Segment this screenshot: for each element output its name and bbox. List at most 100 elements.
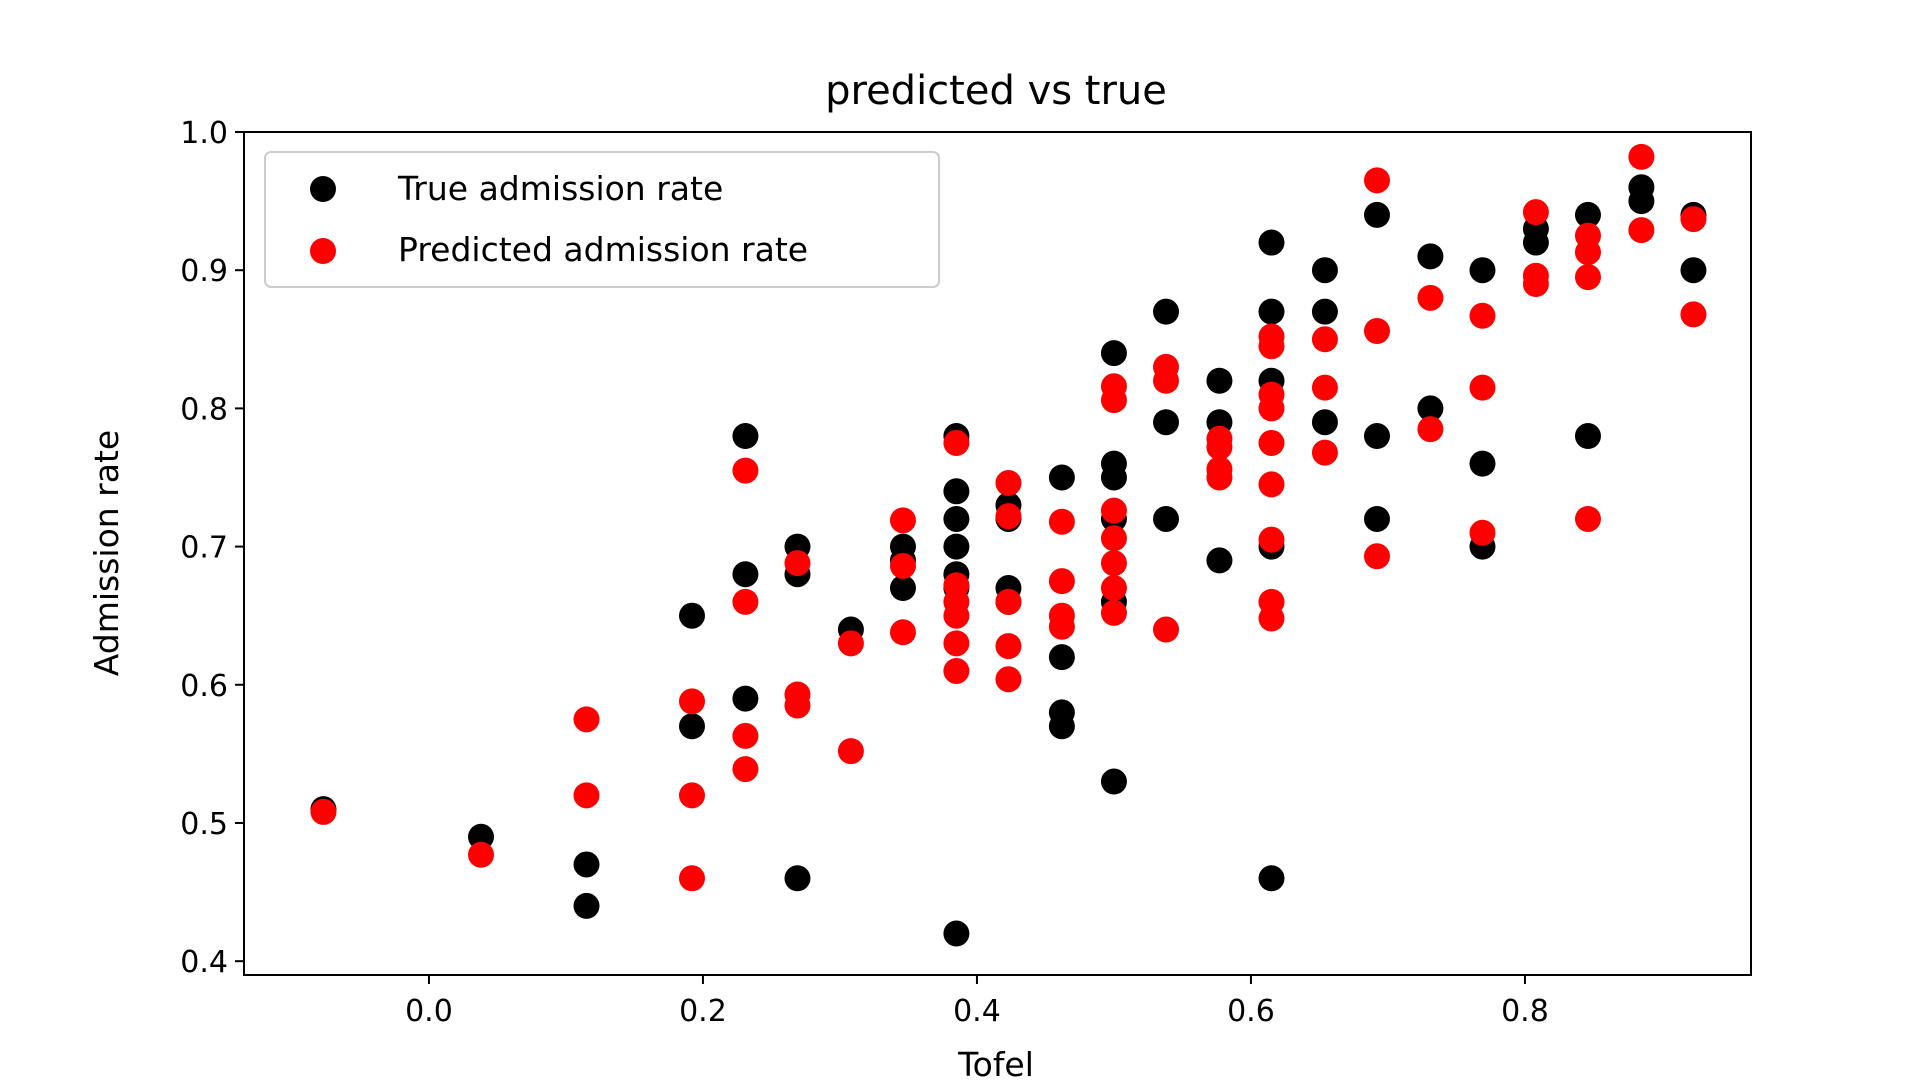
predicted-point (943, 657, 970, 684)
x-tick-label: 0.4 (953, 994, 1001, 1029)
y-tick-label: 0.9 (180, 254, 228, 289)
predicted-point (1574, 264, 1601, 291)
predicted-point (995, 633, 1022, 660)
true-point (1258, 298, 1285, 325)
legend-box (264, 151, 940, 288)
y-tick-label: 1.0 (180, 116, 228, 151)
predicted-point (1100, 387, 1127, 414)
predicted-point (678, 688, 705, 715)
x-tick-label: 0.2 (679, 994, 727, 1029)
true-point (1469, 257, 1496, 284)
true-point (1311, 257, 1338, 284)
y-axis-label: Admission rate (87, 430, 126, 676)
plot-area-frame (243, 131, 1752, 976)
predicted-point (1258, 471, 1285, 498)
predicted-point (1574, 239, 1601, 266)
predicted-point (1100, 525, 1127, 552)
predicted-point (678, 865, 705, 892)
predicted-point (573, 782, 600, 809)
predicted-point (1100, 575, 1127, 602)
predicted-point (995, 666, 1022, 693)
true-point (1363, 201, 1390, 228)
predicted-point (1522, 271, 1549, 298)
y-tick-label: 0.6 (180, 669, 228, 704)
true-point (1153, 298, 1180, 325)
true-point (1417, 395, 1444, 422)
predicted-point (1469, 519, 1496, 546)
predicted-point (1100, 599, 1127, 626)
true-point (732, 561, 759, 588)
predicted-point (1258, 395, 1285, 422)
predicted-point (1206, 434, 1233, 461)
true-point (943, 505, 970, 532)
y-tick-label: 0.5 (180, 807, 228, 842)
predicted-point (573, 706, 600, 733)
predicted-point (1153, 367, 1180, 394)
true-point (1258, 229, 1285, 256)
predicted-point (889, 507, 916, 534)
true-point (1628, 188, 1655, 215)
predicted-point (1048, 613, 1075, 640)
predicted-point (1311, 374, 1338, 401)
true-point (1469, 450, 1496, 477)
true-point (678, 602, 705, 629)
true-point (732, 423, 759, 450)
predicted-point (1469, 302, 1496, 329)
predicted-point (1311, 439, 1338, 466)
true-point (678, 713, 705, 740)
true-point (1574, 423, 1601, 450)
predicted-point (1363, 543, 1390, 570)
legend-label-true: True admission rate (397, 169, 723, 208)
true-point (1574, 201, 1601, 228)
x-axis-label: Tofel (957, 1045, 1034, 1080)
predicted-point (943, 429, 970, 456)
predicted-point (784, 692, 811, 719)
predicted-point (995, 503, 1022, 530)
predicted-point (1048, 568, 1075, 595)
predicted-point (1100, 550, 1127, 577)
predicted-point (995, 470, 1022, 497)
predicted-point (732, 722, 759, 749)
true-point (573, 892, 600, 919)
true-point (1206, 367, 1233, 394)
true-point (1048, 464, 1075, 491)
x-tick-label: 0.0 (405, 994, 453, 1029)
true-point (943, 920, 970, 947)
true-point (943, 478, 970, 505)
x-axis-ticks: 0.0 0.2 0.4 0.6 0.8 (405, 975, 1549, 1029)
true-point (1258, 865, 1285, 892)
predicted-point (732, 457, 759, 484)
true-point (1048, 644, 1075, 671)
legend: True admission rate Predicted admission … (264, 151, 940, 288)
predicted-point (1363, 318, 1390, 345)
predicted-point (943, 602, 970, 629)
true-point (1522, 229, 1549, 256)
legend-label-predicted: Predicted admission rate (398, 230, 808, 269)
true-point (1100, 464, 1127, 491)
true-point (573, 851, 600, 878)
true-point (468, 823, 495, 850)
true-point (1100, 768, 1127, 795)
true-point (1680, 257, 1707, 284)
legend-marker-predicted (310, 238, 336, 264)
predicted-point (943, 630, 970, 657)
predicted-point (837, 738, 864, 765)
true-point (1206, 547, 1233, 574)
true-point (1048, 713, 1075, 740)
true-point (1153, 409, 1180, 436)
legend-marker-true (310, 176, 336, 202)
predicted-point (732, 756, 759, 783)
predicted-point (995, 588, 1022, 615)
predicted-point (1048, 508, 1075, 535)
predicted-point (889, 552, 916, 579)
true-point (1363, 423, 1390, 450)
predicted-point (468, 841, 495, 868)
y-tick-label: 0.8 (180, 392, 228, 427)
true-point (1417, 243, 1444, 270)
y-tick-label: 0.7 (180, 531, 228, 566)
predicted-point (1417, 284, 1444, 311)
predicted-point (1206, 464, 1233, 491)
series-predicted (310, 143, 1707, 892)
predicted-point (1574, 505, 1601, 532)
chart-title: predicted vs true (825, 68, 1167, 114)
